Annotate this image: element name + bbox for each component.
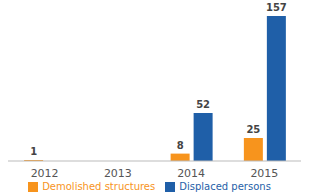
svg-text:2015: 2015 <box>250 167 278 180</box>
svg-text:25: 25 <box>246 124 260 135</box>
html-text:Demolished structures: Demolished structures <box>42 181 156 192</box>
html-text:Displaced persons: Displaced persons <box>179 181 271 192</box>
svg-text:8: 8 <box>177 140 184 151</box>
svg-text:1: 1 <box>30 146 37 157</box>
svg-text:52: 52 <box>196 99 210 110</box>
svg-text:2012: 2012 <box>31 167 59 180</box>
svg-text:157: 157 <box>266 2 287 13</box>
svg-text:2014: 2014 <box>177 167 205 180</box>
svg-text:2013: 2013 <box>104 167 132 180</box>
